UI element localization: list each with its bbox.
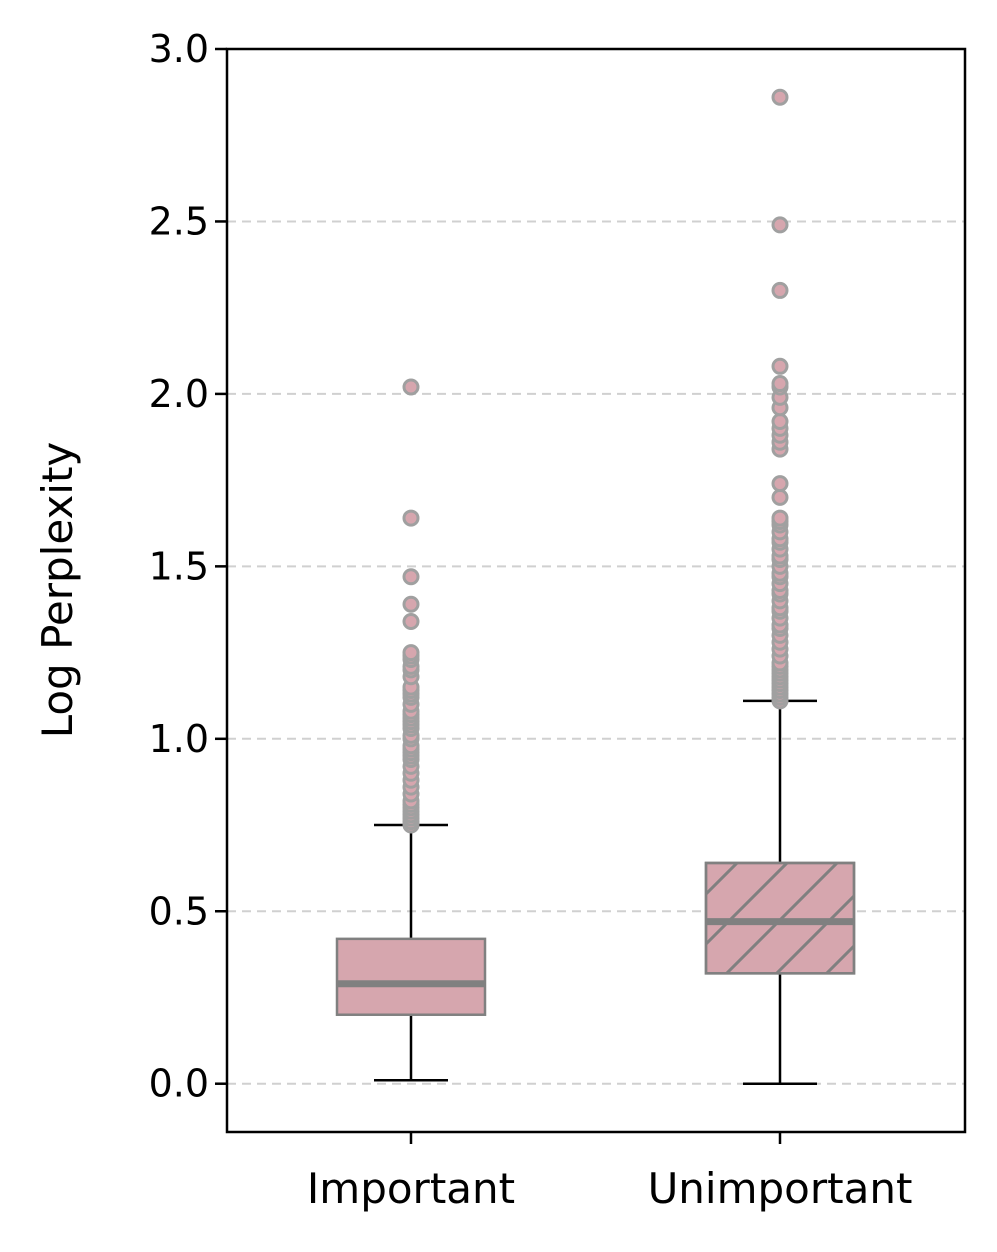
plot-frame: [225, 47, 967, 1134]
outlier-point: [402, 644, 420, 662]
outlier-point: [771, 88, 789, 106]
outlier-point: [771, 412, 789, 430]
outlier-point: [771, 475, 789, 493]
outlier-point: [402, 509, 420, 527]
y-tick-label: 0.5: [149, 889, 209, 933]
y-tick-label: 2.0: [149, 372, 209, 416]
y-axis-label: Log Perplexity: [33, 442, 82, 739]
box-iqr: [335, 937, 487, 1016]
outlier-point: [402, 613, 420, 631]
axes: 0.0 0.5 1.0 1.5 2.0 2.5 3.0 Important Unimportan…: [149, 27, 913, 1213]
y-tick-label: 1.5: [149, 544, 209, 588]
outlier-point: [771, 216, 789, 234]
y-tick-label: 1.0: [149, 717, 209, 761]
outlier-point: [402, 568, 420, 586]
outlier-point: [771, 357, 789, 375]
x-tick-label: Unimportant: [648, 1164, 913, 1213]
outlier-point: [771, 488, 789, 506]
outlier-point: [771, 509, 789, 527]
outlier-point: [402, 378, 420, 396]
plot-area: [335, 88, 856, 1085]
outlier-point: [771, 281, 789, 299]
y-tick-label: 0.0: [149, 1062, 209, 1106]
y-tick-label: 2.5: [149, 199, 209, 243]
outlier-point: [771, 375, 789, 393]
box-group: [335, 378, 487, 1082]
grid-lines: [227, 220, 965, 1085]
box-group: [704, 88, 856, 1085]
x-tick-label: Important: [307, 1164, 515, 1213]
outlier-point: [402, 595, 420, 613]
y-tick-label: 3.0: [149, 27, 209, 71]
